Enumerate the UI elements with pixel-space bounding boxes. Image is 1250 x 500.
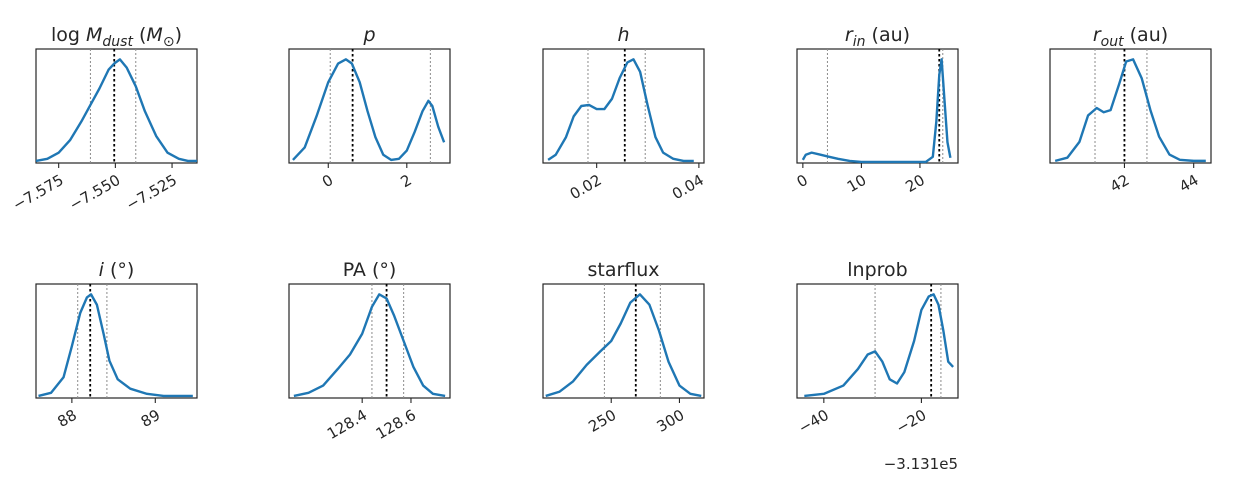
marginal-panel: p 0 2 — [288, 24, 451, 191]
x-tick-label: −7.575 — [10, 171, 67, 214]
x-tick-label: −7.550 — [66, 171, 123, 214]
panel-title: lnprob — [847, 259, 907, 281]
axes-frame — [288, 283, 451, 399]
density-curve — [292, 58, 446, 162]
marginal-panel: log Mdust (M⊙) −7.575 −7.550 −7.525 — [10, 24, 198, 214]
axes-frame — [35, 48, 198, 164]
panel-title: i (°) — [99, 259, 135, 281]
axis-offset-label: −3.131e5 — [884, 455, 958, 473]
marginal-panel: lnprob −40 −20 −3.131e5 — [795, 259, 959, 473]
density-curve — [801, 58, 952, 164]
x-tick-label: 44 — [1176, 171, 1202, 196]
density-curve — [38, 293, 193, 398]
x-tick-label: 88 — [54, 406, 80, 431]
panel-title: rin (au) — [845, 24, 910, 50]
axes-frame — [542, 283, 705, 399]
x-tick-label: 2 — [398, 171, 415, 191]
panel-title: starflux — [587, 259, 659, 281]
x-tick-label: 128.6 — [373, 406, 419, 443]
x-tick-label: 128.4 — [324, 406, 370, 443]
panel-title: p — [362, 24, 375, 46]
marginal-panel: starflux 250 300 — [542, 259, 705, 436]
marginal-panel: i (°) 88 89 — [35, 259, 198, 431]
x-tick-label: 0.04 — [669, 171, 707, 203]
density-curve — [804, 293, 954, 398]
axes-frame — [796, 283, 959, 399]
x-tick-label: −40 — [795, 406, 831, 437]
axes-frame — [35, 283, 198, 399]
x-tick-label: 0 — [794, 171, 811, 191]
panel-title: log Mdust (M⊙) — [51, 24, 182, 50]
density-curve — [293, 293, 446, 398]
panel-title: h — [617, 24, 629, 46]
x-tick-label: 10 — [844, 171, 870, 196]
panel-title: PA (°) — [343, 259, 397, 281]
x-tick-label: −7.525 — [123, 171, 180, 214]
x-tick-label: 20 — [902, 171, 928, 196]
density-curve — [547, 58, 694, 163]
x-tick-label: 300 — [654, 406, 688, 436]
marginal-panel: rin (au) 0 10 20 — [794, 24, 959, 196]
density-curve — [545, 293, 702, 398]
panel-title: rout (au) — [1093, 24, 1168, 50]
marginal-panel: PA (°) 128.4 128.6 — [288, 259, 451, 443]
x-tick-label: −20 — [893, 406, 929, 437]
x-tick-label: 250 — [585, 406, 619, 436]
x-tick-label: 42 — [1107, 171, 1133, 196]
axes-frame — [542, 48, 705, 164]
x-tick-label: 89 — [138, 406, 164, 431]
marginal-panel: rout (au) 42 44 — [1049, 24, 1212, 196]
marginal-panel: h 0.02 0.04 — [542, 24, 707, 203]
density-curve — [35, 58, 197, 163]
density-curve — [1054, 58, 1206, 163]
x-tick-label: 0.02 — [567, 171, 605, 203]
axes-frame — [288, 48, 451, 164]
x-tick-label: 0 — [319, 171, 336, 191]
axes-frame — [1049, 48, 1212, 164]
